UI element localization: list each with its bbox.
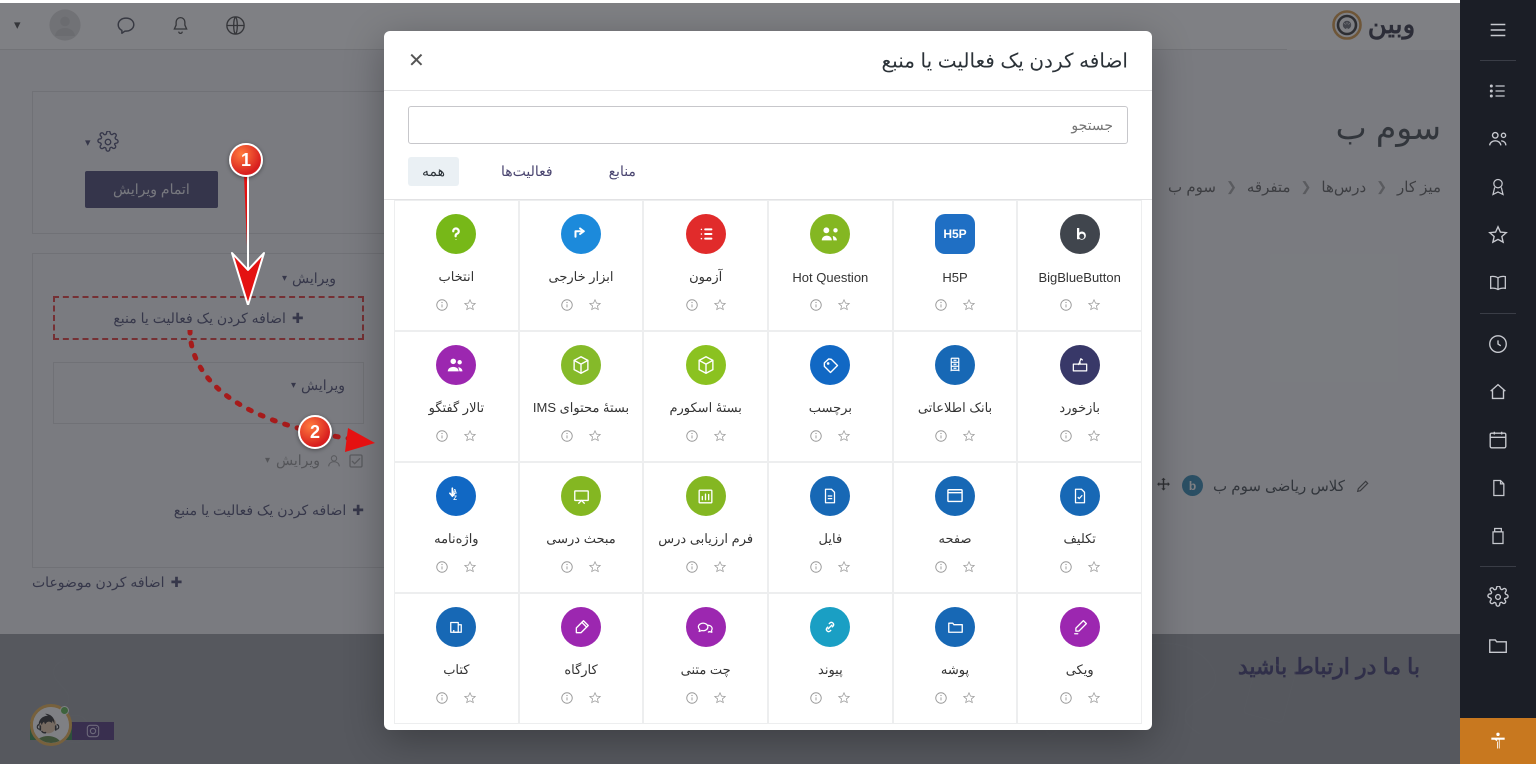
svg-text:A: A: [453, 489, 458, 495]
svg-text:Z: Z: [454, 496, 458, 502]
